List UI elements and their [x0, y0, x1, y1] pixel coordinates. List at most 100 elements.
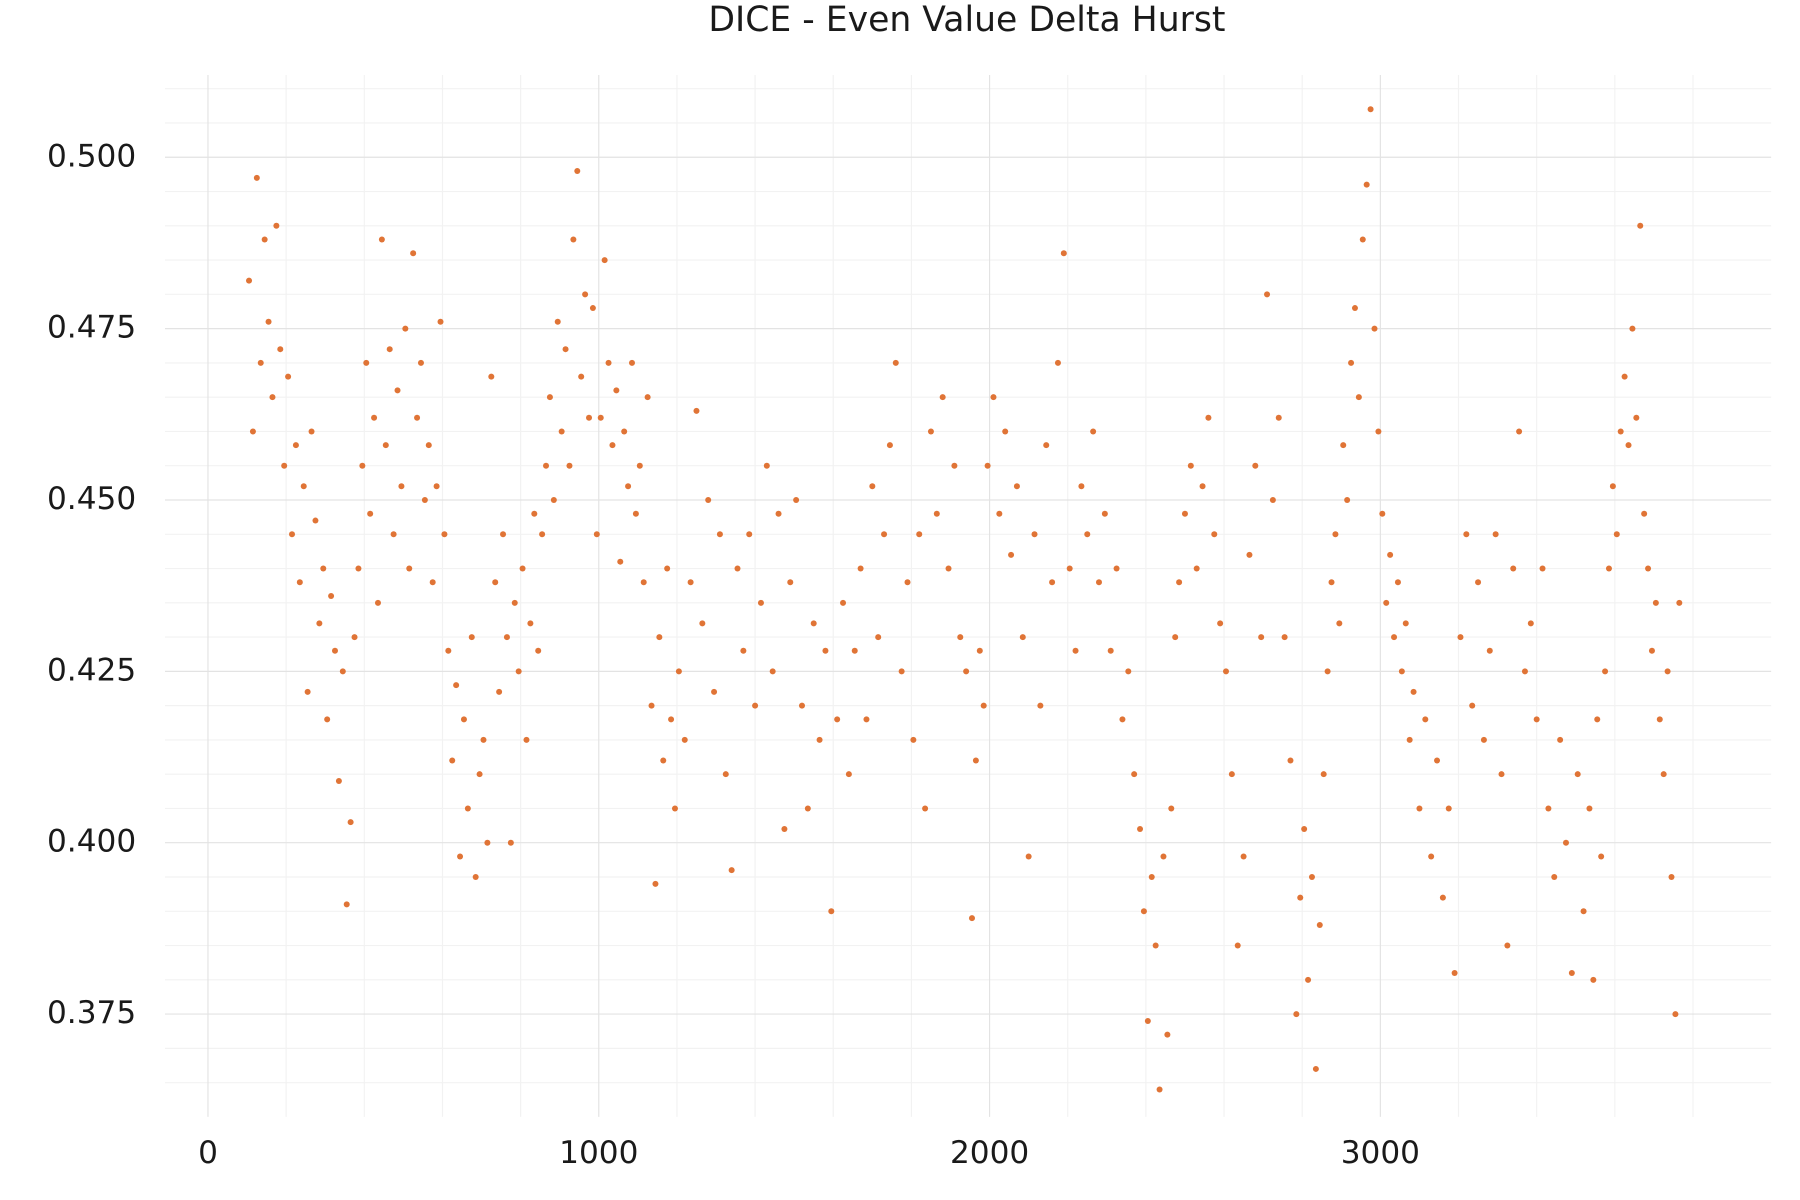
point: [1297, 894, 1304, 901]
point: [1187, 462, 1194, 469]
point: [308, 428, 315, 435]
point: [1660, 771, 1667, 778]
point: [875, 634, 882, 641]
point: [1090, 428, 1097, 435]
point: [972, 757, 979, 764]
point: [757, 599, 764, 606]
point: [644, 394, 651, 401]
point: [1510, 565, 1517, 572]
point: [763, 462, 770, 469]
point: [1113, 565, 1120, 572]
point: [804, 805, 811, 812]
point: [331, 647, 338, 654]
point: [1019, 634, 1026, 641]
point: [957, 634, 964, 641]
point: [968, 915, 975, 922]
point: [1316, 921, 1323, 928]
point: [1013, 483, 1020, 490]
point: [1445, 805, 1452, 812]
point: [1406, 736, 1413, 743]
point: [740, 647, 747, 654]
point: [476, 771, 483, 778]
point: [1072, 647, 1079, 654]
point: [828, 908, 835, 915]
point: [269, 394, 276, 401]
point: [699, 620, 706, 627]
point: [484, 839, 491, 846]
point: [472, 874, 479, 881]
point: [1287, 757, 1294, 764]
point: [781, 826, 788, 833]
point: [1078, 483, 1085, 490]
point: [1107, 647, 1114, 654]
point: [1336, 620, 1343, 627]
point: [1199, 483, 1206, 490]
point: [1359, 236, 1366, 243]
point: [1348, 359, 1355, 366]
point: [1480, 736, 1487, 743]
point: [1391, 634, 1398, 641]
point: [834, 716, 841, 723]
x-tick-label: 0: [198, 1135, 218, 1171]
point: [1258, 634, 1265, 641]
point: [378, 236, 385, 243]
point: [1383, 599, 1390, 606]
point: [996, 510, 1003, 517]
point: [1664, 668, 1671, 675]
point: [609, 442, 616, 449]
point: [652, 880, 659, 887]
point: [1594, 716, 1601, 723]
point: [681, 736, 688, 743]
point: [312, 517, 319, 524]
point: [1648, 647, 1655, 654]
point: [1504, 942, 1511, 949]
point: [1498, 771, 1505, 778]
point: [292, 442, 299, 449]
point: [1049, 579, 1056, 586]
point: [1672, 1011, 1679, 1018]
point: [597, 414, 604, 421]
point: [990, 394, 997, 401]
point: [1043, 442, 1050, 449]
point: [1516, 428, 1523, 435]
point: [1305, 976, 1312, 983]
point: [277, 346, 284, 353]
point: [582, 291, 589, 298]
point: [863, 716, 870, 723]
point: [488, 373, 495, 380]
point: [722, 771, 729, 778]
point: [1637, 222, 1644, 229]
point: [711, 688, 718, 695]
point: [406, 565, 413, 572]
point: [845, 771, 852, 778]
point: [671, 805, 678, 812]
point: [339, 668, 346, 675]
point: [402, 325, 409, 332]
point: [640, 579, 647, 586]
point: [746, 531, 753, 538]
point: [457, 853, 464, 860]
point: [1428, 853, 1435, 860]
point: [390, 531, 397, 538]
point: [593, 531, 600, 538]
point: [851, 647, 858, 654]
point: [927, 428, 934, 435]
point: [945, 565, 952, 572]
point: [523, 736, 530, 743]
point: [1355, 394, 1362, 401]
point: [351, 634, 358, 641]
point: [296, 579, 303, 586]
point: [500, 531, 507, 538]
point: [374, 599, 381, 606]
point: [1193, 565, 1200, 572]
point: [382, 442, 389, 449]
point: [951, 462, 958, 469]
point: [1586, 805, 1593, 812]
point: [1668, 874, 1675, 881]
point: [1557, 736, 1564, 743]
point: [628, 359, 635, 366]
point: [675, 668, 682, 675]
y-tick-label: 0.400: [47, 824, 136, 860]
point: [1625, 442, 1632, 449]
point: [886, 442, 893, 449]
